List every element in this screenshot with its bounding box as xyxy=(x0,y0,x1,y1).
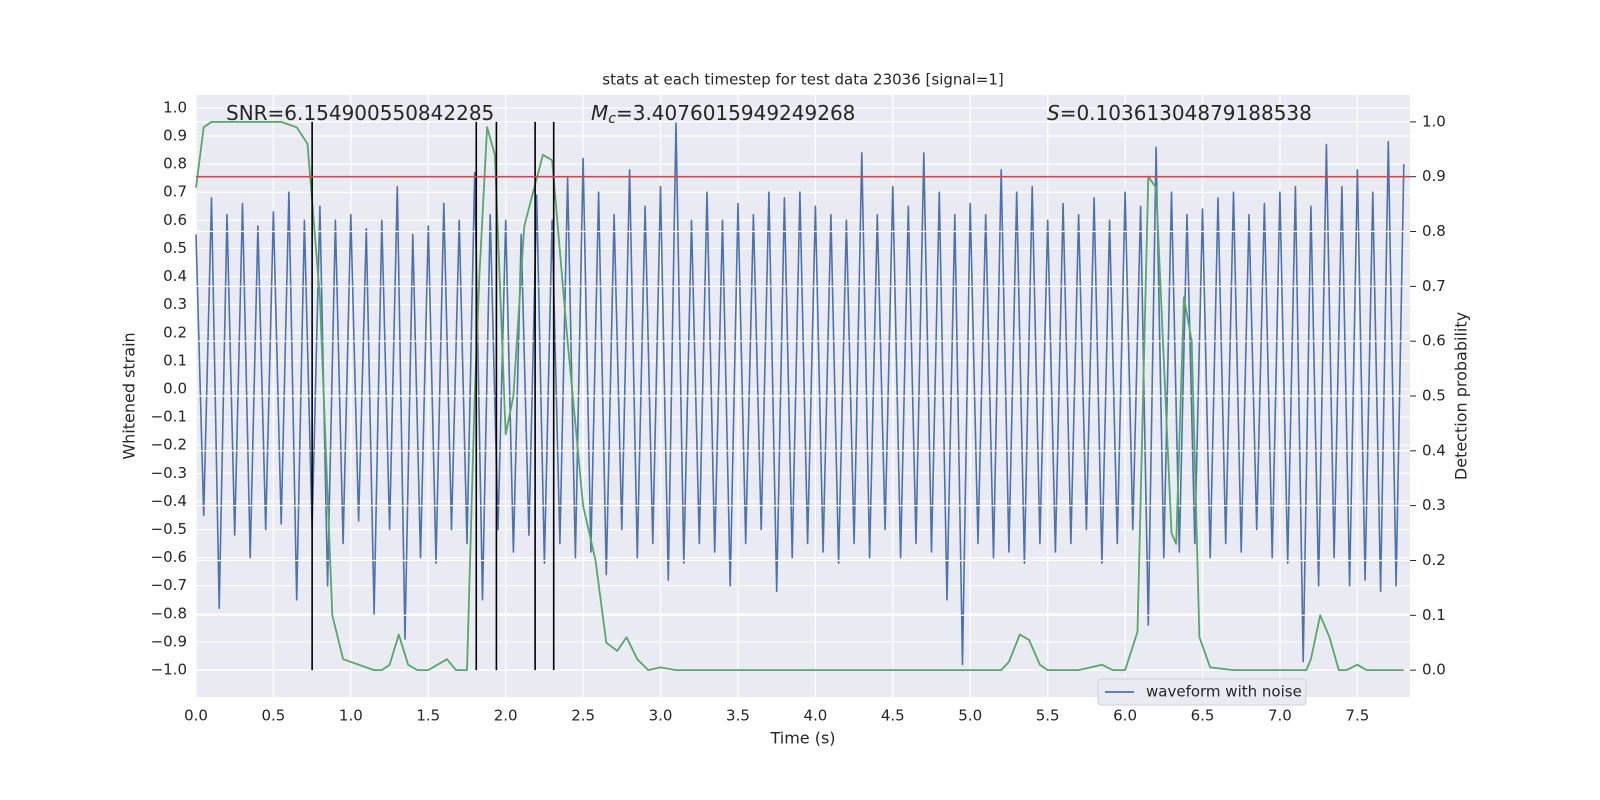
y2-axis-label: Detection probability xyxy=(1452,312,1471,480)
x-tick-label: 6.5 xyxy=(1191,707,1215,725)
y-tick-label: 1.0 xyxy=(163,98,187,116)
x-tick-label: 1.0 xyxy=(339,707,363,725)
y-tick-label: 0.4 xyxy=(163,267,187,285)
annotation-symbol: M xyxy=(591,101,608,125)
y-tick-label: −0.7 xyxy=(151,576,187,594)
y2-tick-label: 0.1 xyxy=(1422,606,1446,624)
annotation-text: SNR=6.154900550842285 xyxy=(226,101,494,125)
y2-tick-label: 0.0 xyxy=(1422,661,1446,679)
chart-title: stats at each timestep for test data 230… xyxy=(602,71,1003,89)
annotation-symbol: S xyxy=(1047,101,1060,125)
annotation-text: =0.10361304879188538 xyxy=(1060,101,1312,125)
y-tick-label: 0.3 xyxy=(163,295,187,313)
x-tick-label: 1.5 xyxy=(416,707,440,725)
y2-tick-label: 1.0 xyxy=(1422,112,1446,130)
x-tick-label: 7.5 xyxy=(1345,707,1369,725)
y-tick-label: −0.1 xyxy=(151,408,187,426)
y2-tick-label: 0.5 xyxy=(1422,387,1446,405)
y2-tick-label: 0.7 xyxy=(1422,277,1446,295)
x-tick-label: 0.5 xyxy=(261,707,285,725)
y-tick-label: −0.3 xyxy=(151,464,187,482)
y-tick-label: 0.9 xyxy=(163,127,187,145)
x-tick-label: 3.0 xyxy=(649,707,673,725)
x-tick-label: 4.5 xyxy=(881,707,905,725)
y-tick-label: −0.5 xyxy=(151,520,187,538)
annotation-text: =3.4076015949249268 xyxy=(616,101,855,125)
x-tick-label: 5.0 xyxy=(958,707,982,725)
annotation-subscript: c xyxy=(608,111,616,127)
y-tick-label: −0.8 xyxy=(151,604,187,622)
y-tick-label: −1.0 xyxy=(151,661,187,679)
series-line xyxy=(195,121,1405,666)
x-tick-label: 0.0 xyxy=(184,707,208,725)
x-tick-label: 3.5 xyxy=(726,707,750,725)
y-tick-label: −0.6 xyxy=(151,548,187,566)
y2-tick-label: 0.4 xyxy=(1422,441,1446,459)
annotation: SNR=6.154900550842285 xyxy=(226,101,494,125)
x-tick-label: 2.0 xyxy=(494,707,518,725)
x-tick-label: 4.0 xyxy=(803,707,827,725)
annotation: Mc=3.4076015949249268 xyxy=(591,101,855,128)
y-tick-label: −0.4 xyxy=(151,492,187,510)
y2-tick-label: 0.3 xyxy=(1422,496,1446,514)
y-tick-label: 0.0 xyxy=(163,379,187,397)
legend-label: waveform with noise xyxy=(1146,683,1302,701)
y-axis-label: Whitened strain xyxy=(120,332,139,459)
y-tick-label: 0.8 xyxy=(163,155,187,173)
y-tick-label: 0.5 xyxy=(163,239,187,257)
y2-tick-label: 0.6 xyxy=(1422,332,1446,350)
y-tick-label: 0.6 xyxy=(163,211,187,229)
y-tick-label: −0.2 xyxy=(151,436,187,454)
x-tick-label: 5.5 xyxy=(1036,707,1060,725)
annotation: S=0.10361304879188538 xyxy=(1047,101,1312,125)
x-tick-label: 6.0 xyxy=(1113,707,1137,725)
y-tick-label: 0.7 xyxy=(163,183,187,201)
y2-tick-label: 0.9 xyxy=(1422,167,1446,185)
y2-tick-label: 0.2 xyxy=(1422,551,1446,569)
y2-tick-label: 0.8 xyxy=(1422,222,1446,240)
y-tick-label: −0.9 xyxy=(151,632,187,650)
x-tick-label: 2.5 xyxy=(571,707,595,725)
legend-box xyxy=(1097,678,1307,706)
series-line xyxy=(195,121,1404,671)
y-tick-label: 0.1 xyxy=(163,351,187,369)
y-tick-label: 0.2 xyxy=(163,323,187,341)
x-axis-label: Time (s) xyxy=(769,729,835,748)
x-tick-label: 7.0 xyxy=(1268,707,1292,725)
